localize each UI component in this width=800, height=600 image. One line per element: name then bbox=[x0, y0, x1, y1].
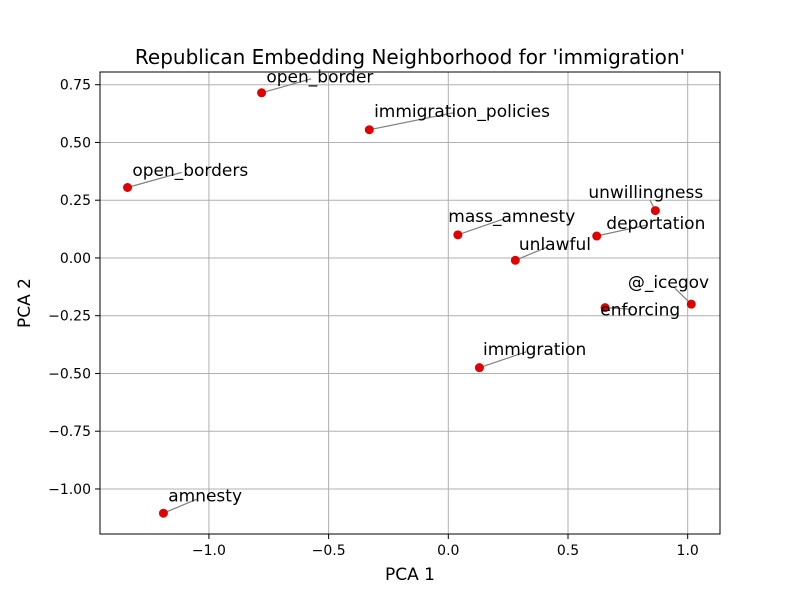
x-tick-label: 1.0 bbox=[677, 543, 699, 559]
leader-line bbox=[596, 224, 648, 237]
leader-line bbox=[261, 78, 312, 94]
y-tick-label: −1.00 bbox=[48, 482, 91, 498]
point-label: unwillingness bbox=[588, 183, 703, 203]
x-tick-label: 0.0 bbox=[437, 543, 459, 559]
point-label: open_borders bbox=[132, 161, 248, 181]
data-point bbox=[158, 508, 168, 518]
y-tick-label: −0.25 bbox=[48, 309, 91, 325]
chart-title: Republican Embedding Neighborhood for 'i… bbox=[135, 45, 685, 69]
point-label: enforcing bbox=[600, 301, 680, 321]
data-point bbox=[510, 255, 520, 265]
data-point bbox=[453, 230, 463, 240]
data-point bbox=[650, 206, 660, 216]
data-points bbox=[123, 88, 696, 518]
leader-line bbox=[163, 498, 198, 514]
x-axis-label: PCA 1 bbox=[385, 565, 435, 585]
leader-lines bbox=[127, 78, 692, 514]
x-tick-label: 0.5 bbox=[557, 543, 579, 559]
data-point bbox=[600, 303, 610, 313]
x-tick-label: −0.5 bbox=[312, 543, 346, 559]
plot-frame bbox=[99, 71, 721, 535]
y-tick-label: 0.75 bbox=[60, 78, 91, 94]
data-point bbox=[474, 363, 484, 373]
point-label: mass_amnesty bbox=[448, 207, 575, 227]
point-label: amnesty bbox=[168, 487, 242, 507]
point-label: @_icegov bbox=[628, 273, 709, 293]
data-point bbox=[123, 183, 133, 192]
y-tick-label: 0.50 bbox=[60, 135, 91, 151]
data-point bbox=[257, 88, 267, 98]
x-tick-label: −1.0 bbox=[192, 543, 226, 559]
data-point bbox=[686, 299, 696, 309]
y-tick-label: 0.25 bbox=[60, 193, 91, 209]
point-label: deportation bbox=[606, 214, 705, 234]
leader-line bbox=[127, 171, 182, 189]
y-tick-label: −0.50 bbox=[48, 366, 91, 382]
axis-ticks: −1.0 −0.5 0.0 0.5 1.0 0.75 0.50 0.25 0.00 −0.25 −0… bbox=[48, 78, 699, 559]
leader-line bbox=[369, 112, 454, 131]
point-label: immigration bbox=[483, 340, 586, 360]
leader-line bbox=[457, 218, 504, 236]
point-label: open_border bbox=[266, 67, 373, 87]
y-tick-label: 0.00 bbox=[60, 251, 91, 267]
leader-line bbox=[515, 246, 547, 261]
leader-line bbox=[479, 351, 527, 369]
y-axis-label: PCA 2 bbox=[15, 278, 35, 328]
y-tick-label: −0.75 bbox=[48, 424, 91, 440]
data-point bbox=[364, 125, 374, 135]
point-label: immigration_policies bbox=[374, 102, 550, 122]
data-point bbox=[592, 231, 602, 241]
point-label: unlawful bbox=[519, 235, 591, 255]
